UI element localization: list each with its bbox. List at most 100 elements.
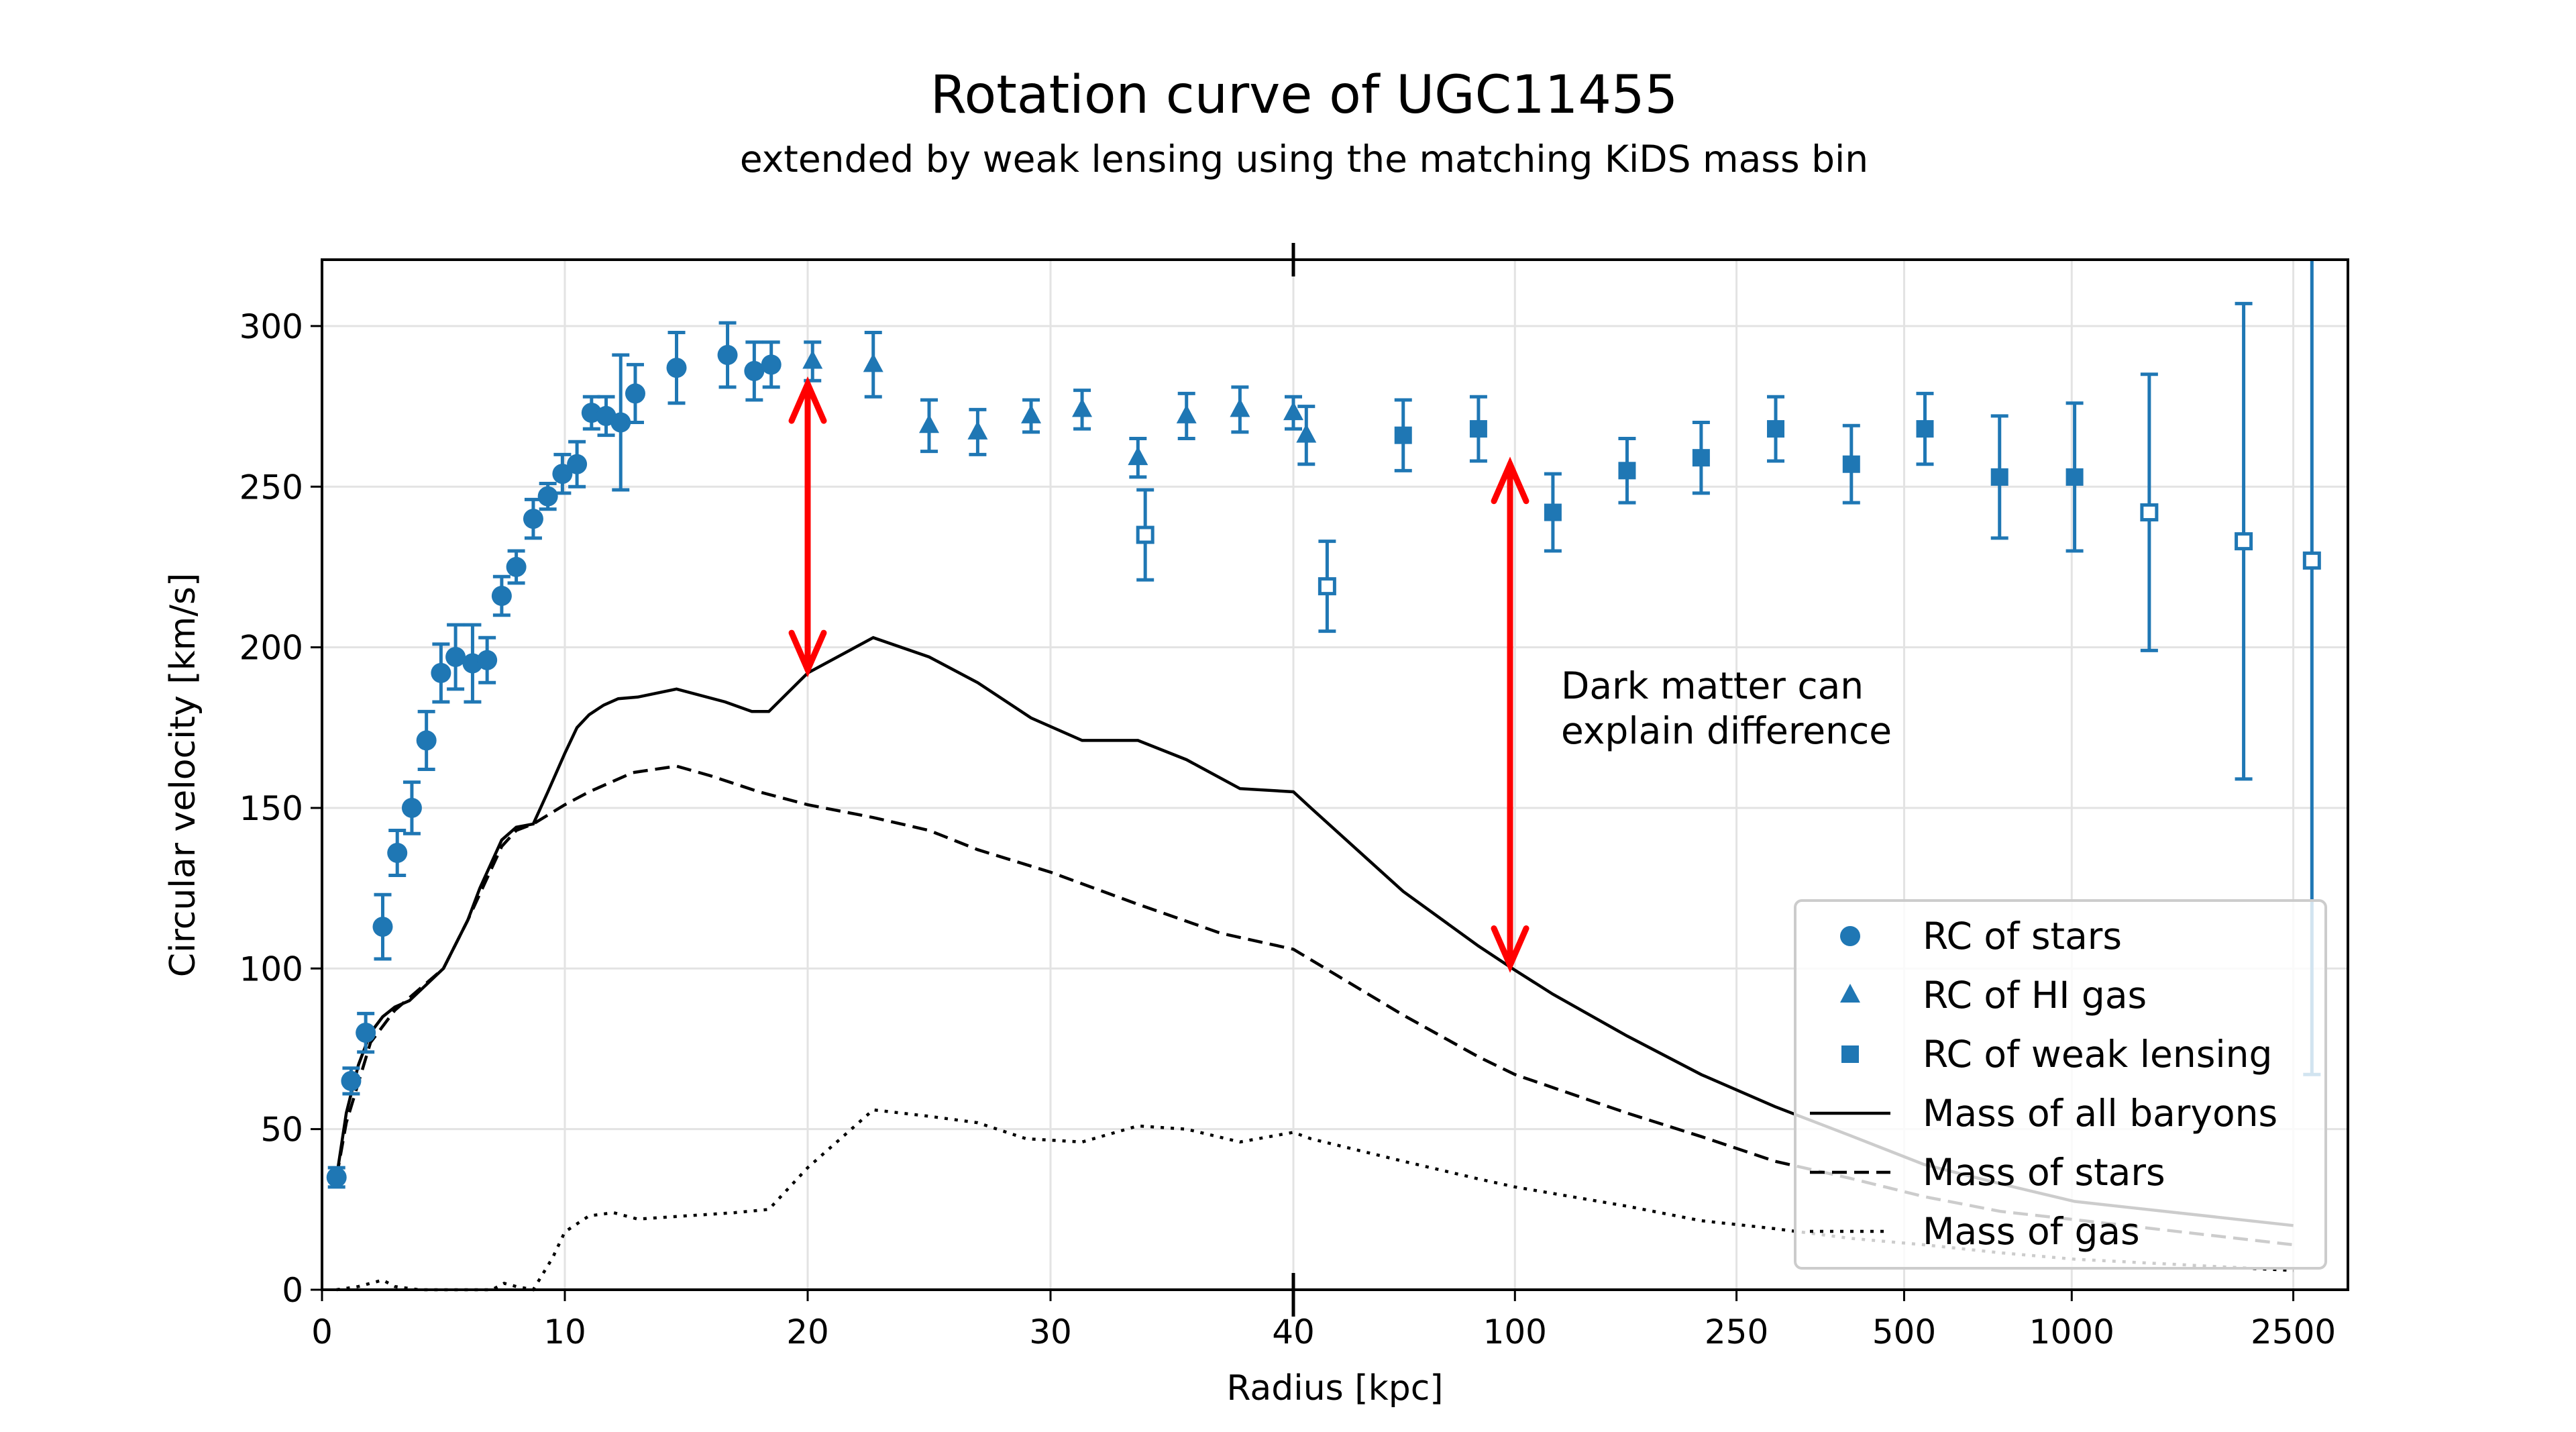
plot-frame (321, 258, 2349, 1291)
data-point (431, 642, 451, 704)
data-point (477, 635, 498, 684)
x-tick-label: 250 (1705, 1313, 1768, 1351)
data-point (523, 497, 543, 540)
triangle-marker (1128, 446, 1148, 466)
annotation-text: Dark matter can explain difference (1561, 664, 1892, 752)
data-point (1283, 395, 1303, 431)
legend-label: RC of weak lensing (1923, 1033, 2272, 1076)
triangle-marker (919, 414, 939, 433)
line-dashed (335, 764, 2294, 1247)
y-tick-label: 50 (260, 1111, 303, 1149)
x-tick-label: 40 (1272, 1313, 1315, 1351)
data-point (967, 407, 988, 456)
y-axis-label: Circular velocity [km/s] (163, 573, 203, 977)
y-tick-label: 150 (239, 789, 303, 828)
legend: RC of stars RC of HI gas RC of weak lensin… (1794, 899, 2327, 1270)
y-tick-label: 100 (239, 950, 303, 988)
circle-marker (717, 344, 738, 365)
data-point (666, 330, 687, 405)
data-point (2065, 401, 2084, 553)
y-tick-label: 250 (239, 468, 303, 507)
square-marker (1916, 420, 1934, 438)
square-marker (1841, 1045, 1859, 1063)
data-point (445, 623, 466, 691)
circle-marker (552, 464, 573, 484)
data-point (744, 340, 765, 402)
annotation-line-1: Dark matter can (1561, 664, 1864, 707)
triangle-marker (1840, 984, 1860, 1003)
circle-marker (666, 358, 687, 378)
double-arrow (788, 376, 827, 678)
triangle-marker (1072, 398, 1093, 417)
model-lines (335, 635, 2294, 1292)
data-point (1296, 405, 1317, 466)
open-square-marker (2140, 503, 2159, 522)
data-point (1394, 398, 1412, 472)
legend-box (1794, 899, 2327, 1270)
open-square-marker (1318, 577, 1336, 596)
y-tick-label: 200 (239, 629, 303, 668)
open-square-marker (2235, 532, 2253, 551)
double-arrow (1491, 456, 1529, 973)
circle-marker (387, 842, 408, 863)
square-marker (1692, 449, 1710, 467)
open-square-marker (2302, 551, 2321, 570)
circle-marker (491, 586, 512, 607)
circle-marker (477, 650, 498, 670)
triangle-marker (863, 353, 883, 372)
data-point (1618, 436, 1636, 505)
y-tick-label: 300 (239, 307, 303, 346)
data-point (1916, 391, 1934, 466)
x-tick-label: 500 (1872, 1313, 1936, 1351)
triangle-marker (1176, 404, 1197, 423)
circle-marker (445, 646, 466, 667)
chart-title: Rotation curve of UGC11455 (930, 65, 1678, 125)
circle-marker (356, 1023, 376, 1043)
circle-marker (761, 354, 782, 375)
legend-label: Mass of stars (1923, 1151, 2165, 1194)
triangle-marker (1296, 423, 1317, 443)
legend-item: RC of weak lensing (1841, 1033, 2272, 1076)
x-tick-label: 30 (1029, 1313, 1072, 1351)
data-point (625, 362, 645, 425)
circle-marker (567, 454, 588, 474)
circle-marker (401, 797, 422, 818)
legend-item: Mass of all baryons (1810, 1092, 2277, 1135)
legend-label: RC of stars (1923, 915, 2122, 958)
circle-marker (625, 383, 645, 404)
x-tick-label: 20 (786, 1313, 829, 1351)
data-point (1544, 472, 1562, 553)
x-tick-label: 0 (311, 1313, 333, 1351)
triangle-marker (1021, 404, 1042, 423)
square-marker (1842, 455, 1860, 473)
circle-marker (326, 1167, 347, 1188)
legend-label: Mass of gas (1923, 1210, 2140, 1253)
data-point (1072, 389, 1093, 431)
annotation-line-2: explain difference (1561, 709, 1892, 752)
square-marker (1394, 426, 1412, 444)
x-tick-label: 100 (1483, 1313, 1547, 1351)
circle-marker (372, 917, 393, 937)
data-point (491, 574, 512, 617)
data-point (356, 1011, 376, 1054)
chart-subtitle: extended by weak lensing using the match… (740, 138, 1868, 181)
x-tick-label: 2500 (2251, 1313, 2336, 1351)
data-point (802, 340, 823, 382)
annotations: Dark matter can explain difference (788, 376, 1892, 973)
data-point (1990, 414, 2008, 540)
arrow-head-down (788, 629, 827, 678)
circle-marker (537, 486, 558, 507)
arrow-head-down (1491, 925, 1529, 973)
circle-marker (523, 509, 543, 529)
legend-item: RC of HI gas (1840, 974, 2147, 1017)
data-point (596, 395, 616, 438)
data-points (326, 260, 2321, 1189)
data-point (1230, 385, 1250, 434)
data-point (1176, 391, 1197, 440)
arrow-head-up (1491, 456, 1529, 505)
data-point (462, 623, 483, 704)
data-point (341, 1066, 362, 1096)
circle-marker (416, 730, 437, 751)
data-point (1469, 395, 1487, 463)
